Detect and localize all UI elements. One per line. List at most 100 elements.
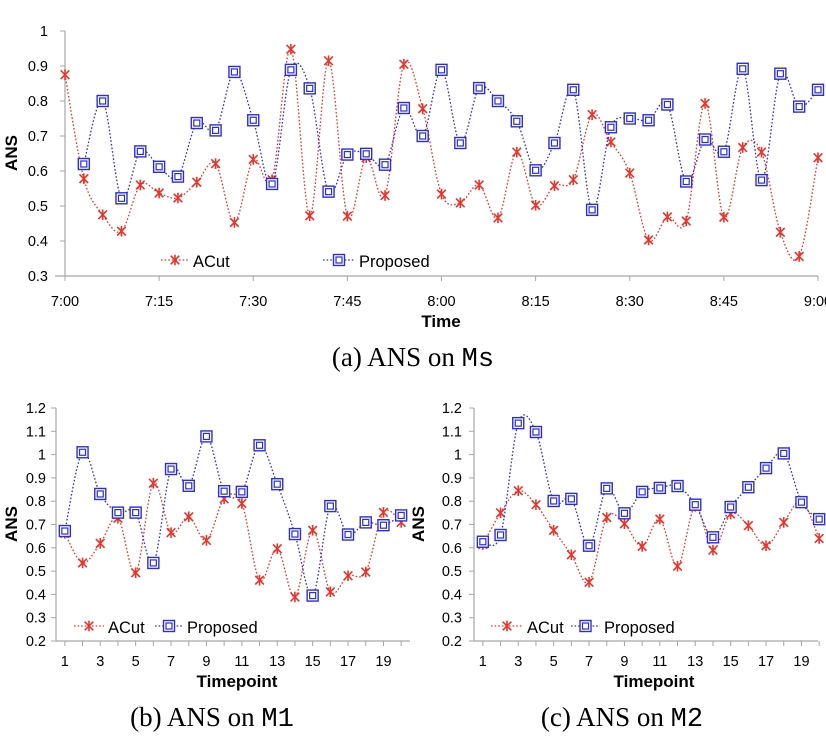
panel-a-proposed-point-29-outer	[604, 121, 618, 134]
panel-a-proposed-point-14-inner	[324, 188, 333, 196]
panel-a-caption: (a) ANS on Ms	[332, 342, 494, 375]
panel-a-legend-proposed-marker-inner	[335, 256, 343, 264]
panel-b-ytick-label: 0.9	[26, 471, 46, 487]
panel-a-caption-text: (a) ANS on	[332, 342, 462, 372]
panel-a-proposed-point-5-inner	[155, 163, 163, 171]
panel-a-proposed-point-8-inner	[212, 126, 220, 135]
panel-b-acut-point-15	[307, 525, 318, 536]
panel-c-caption-code: M2	[671, 705, 703, 735]
panel-a-legend-acut-marker	[170, 254, 180, 266]
panel-a-proposed-point-26-inner	[550, 139, 559, 147]
panel-b-acut-point-19	[378, 507, 389, 518]
panel-a-caption-code: Ms	[462, 345, 494, 375]
panel-a-proposed-point-8-outer	[209, 124, 222, 137]
panel-b-xtick-label: 9	[202, 654, 210, 670]
panel-a-ytick-label: 0.7	[28, 129, 48, 145]
panel-c-caption: (c) ANS on M2	[541, 702, 703, 735]
panel-c-acut-point-20	[814, 533, 825, 544]
panel-b-proposed-point-19	[377, 518, 390, 532]
panel-a-proposed-point-37-inner	[757, 176, 766, 184]
panel-b-ytick-label: 1	[38, 448, 46, 464]
panel-a-proposed-point-13-inner	[306, 84, 314, 93]
panel-b-proposed-point-18-inner	[362, 518, 370, 527]
panel-b-proposed-point-15-inner	[309, 591, 317, 600]
panel-a-proposed-point-28-outer	[585, 203, 599, 217]
panel-b-ytick-label: 1.1	[26, 424, 46, 440]
panel-a-proposed-point-16	[360, 147, 373, 161]
panel-b-proposed-point-14-inner	[291, 530, 299, 538]
panel-a-proposed-point-31-inner	[644, 116, 653, 124]
panel-a-proposed-point-24-inner	[513, 117, 521, 125]
panel-c-proposed-point-3-inner	[514, 419, 522, 427]
panel-a-proposed-point-19-outer	[416, 129, 429, 143]
panel-b-caption: (b) ANS on M1	[130, 702, 294, 735]
panel-a-ytick-label: 0.4	[28, 234, 48, 250]
panel-a-ytick-label: 0.8	[28, 94, 48, 110]
panel-c-proposed-point-16-inner	[744, 483, 752, 491]
panel-a-proposed-point-15	[341, 148, 354, 161]
panel-b-ytick-label: 0.2	[26, 634, 46, 650]
panel-b-proposed-point-15-outer	[306, 589, 319, 602]
panel-c-proposed-point-11-inner	[656, 484, 664, 492]
panel-b-proposed-point-7-inner	[167, 465, 175, 473]
panel-c-acut-point-18	[778, 517, 789, 528]
panel-b-acut-point-2	[77, 557, 88, 569]
panel-c-proposed-point-12-outer	[671, 479, 684, 493]
panel-a-acut-point-39	[775, 226, 786, 238]
panel-c-proposed-point-1-inner	[479, 538, 487, 546]
panel-a-proposed-point-24-outer	[510, 115, 523, 128]
panel-b-proposed-point-11-inner	[238, 488, 246, 496]
panel-a-acut-point-5	[135, 179, 146, 191]
panel-b-caption-code: M1	[261, 705, 293, 735]
panel-a-series-acut-line	[64, 48, 819, 261]
panel-b-proposed-point-1-inner	[61, 527, 69, 535]
panel-b-proposed-point-7	[164, 462, 178, 476]
panel-a-proposed-point-22	[472, 81, 486, 95]
panel-a-ytick-label: 0.5	[28, 199, 48, 215]
panel-a-proposed-point-40	[811, 83, 825, 97]
panel-a-acut-point-7	[173, 192, 183, 204]
panel-a-proposed-point-17-outer	[378, 158, 392, 171]
panel-a-proposed-point-32-inner	[663, 100, 672, 109]
panel-a-proposed-point-25-outer	[529, 164, 542, 177]
panel-a-acut-point-27	[549, 180, 560, 191]
panel-b-legend-proposed-marker-outer	[162, 619, 176, 633]
panel-a-proposed-point-4-inner	[136, 147, 144, 155]
panel-a-acut-point-4	[116, 225, 127, 237]
panel-c-acut-point-12	[672, 560, 683, 572]
panel-c-xtick-label: 7	[585, 654, 593, 670]
panel-a-proposed-point-33	[680, 175, 693, 188]
panel-a-acut-point-14	[304, 210, 315, 222]
panel-a-proposed-point-18-outer	[397, 101, 411, 115]
panel-a-acut-point-11	[248, 154, 259, 165]
panel-b-legend-proposed: Proposed	[187, 619, 258, 637]
panel-a-proposed-point-4-outer	[134, 145, 147, 158]
panel-a-xtick-label: 7:15	[145, 294, 173, 310]
panel-b-ytick-label: 0.3	[26, 611, 46, 627]
panel-b-xtick-label: 19	[375, 654, 391, 670]
panel-a-proposed-point-37-outer	[755, 173, 768, 187]
panel-a-proposed-point-18-inner	[400, 104, 408, 112]
panel-a-legend-acut: ACut	[193, 253, 230, 271]
panel-a-proposed-point-6-inner	[174, 173, 182, 181]
panel-c-proposed-point-13	[689, 498, 702, 511]
panel-b-acut-point-14	[290, 591, 300, 603]
panel-a-proposed-point-3	[115, 192, 128, 205]
panel-a-proposed-point-1	[77, 157, 91, 171]
panel-a-proposed-point-39	[792, 100, 806, 113]
panel-c-proposed-point-16-outer	[742, 481, 755, 494]
panel-c-acut-point-16	[743, 520, 754, 531]
panel-c-proposed-point-6-outer	[565, 492, 578, 506]
panel-b-legend-acut-marker	[84, 620, 94, 632]
panel-a-proposed-point-13	[303, 82, 316, 95]
panel-c-acut-point-8	[601, 512, 612, 523]
panel-c-acut-point-4	[531, 499, 541, 510]
panel-b-acut-point-17	[343, 570, 353, 582]
panel-c-proposed-point-8-inner	[603, 484, 611, 492]
panel-c-proposed-point-19-outer	[795, 495, 808, 509]
panel-b-proposed-point-10	[217, 484, 231, 498]
panel-c-acut-point-14	[708, 544, 718, 556]
panel-a-proposed-point-30	[623, 112, 636, 125]
panel-b-proposed-point-6	[147, 556, 160, 570]
